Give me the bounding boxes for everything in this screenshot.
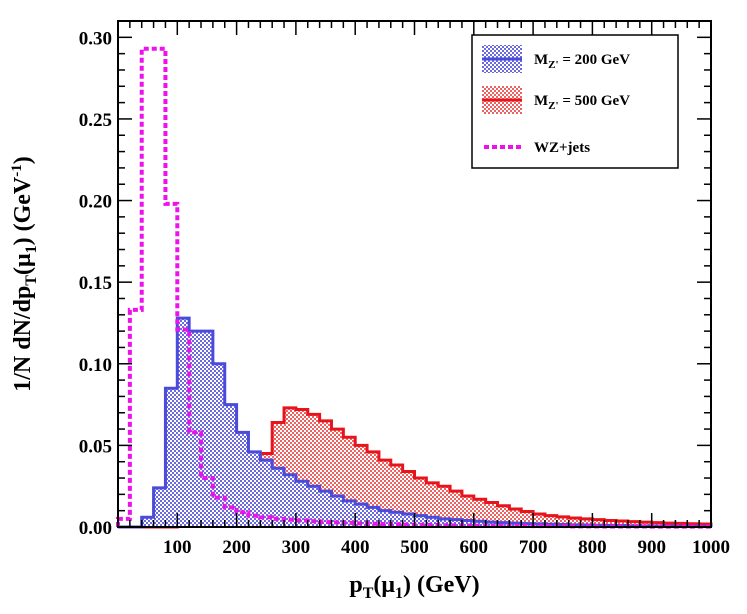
y-tick-label: 0.05 (79, 436, 112, 457)
bar-mz500-660 (509, 509, 522, 527)
bar-mz200-160 (212, 363, 225, 527)
x-tick-label: 800 (578, 537, 607, 558)
bar-mz500-720 (544, 515, 557, 527)
bar-mz200-80 (165, 388, 178, 527)
bar-mz500-380 (343, 437, 356, 527)
legend-label-wzjets: WZ+jets (534, 140, 590, 156)
y-tick-label: 0.25 (79, 110, 112, 131)
bar-mz500-840 (616, 520, 628, 527)
x-tick-label: 200 (222, 537, 251, 558)
x-axis-title: pT(μ1) (GeV) (349, 572, 479, 602)
bar-mz200-500 (414, 515, 427, 527)
bar-mz500-560 (450, 491, 462, 527)
x-tick-label: 300 (282, 537, 311, 558)
bar-mz500-440 (378, 460, 391, 527)
bar-mz500-300 (295, 409, 308, 527)
bar-mz500-320 (307, 414, 320, 527)
y-tick-label: 0.00 (79, 518, 112, 539)
bar-mz200-60 (153, 487, 166, 527)
bar-mz500-820 (604, 520, 617, 527)
bar-mz200-380 (343, 500, 356, 527)
bar-mz500-280 (284, 407, 296, 527)
bar-mz500-540 (438, 486, 451, 527)
bar-mz500-420 (367, 451, 379, 527)
bar-mz500-580 (461, 495, 474, 527)
bar-mz500-760 (568, 518, 581, 527)
bar-mz200-360 (331, 495, 344, 527)
bar-mz200-120 (189, 331, 202, 527)
legend-label-mz200: MZ' = 200 GeV (534, 52, 630, 71)
bar-mz200-400 (355, 504, 368, 527)
bar-mz200-200 (236, 432, 249, 527)
y-tick-label: 0.15 (79, 273, 112, 294)
bar-mz500-500 (414, 478, 427, 527)
bar-mz200-560 (450, 519, 462, 527)
x-tick-label: 100 (163, 537, 192, 558)
bar-mz200-340 (319, 491, 332, 527)
y-tick-label: 0.20 (79, 192, 112, 213)
bar-mz500-460 (390, 464, 403, 527)
bar-mz200-480 (402, 513, 415, 527)
bar-mz500-780 (580, 518, 593, 527)
bar-mz500-740 (556, 516, 569, 527)
bar-mz200-460 (390, 512, 403, 527)
bar-mz500-700 (533, 513, 545, 527)
x-tick-label: 700 (519, 537, 548, 558)
bar-mz200-280 (284, 474, 296, 527)
x-tick-label: 1000 (692, 537, 730, 558)
x-tick-label: 600 (460, 537, 489, 558)
y-tick-label: 0.30 (79, 28, 112, 49)
tick-labels: 100 200 300 400 500 600 700 800 900 1000 0.00 0.05 0… (79, 28, 730, 558)
bar-mz500-480 (402, 471, 415, 527)
bar-mz200-220 (248, 451, 261, 527)
bar-mz200-140 (201, 331, 213, 527)
x-tick-label: 500 (400, 537, 429, 558)
bar-mz500-340 (319, 420, 332, 527)
bar-mz200-540 (438, 518, 451, 527)
bar-mz500-800 (592, 519, 605, 527)
bar-mz200-260 (272, 468, 285, 527)
bar-mz200-40 (141, 517, 154, 527)
legend: MZ' = 200 GeV MZ' = 500 GeV WZ+jets (471, 34, 679, 169)
x-tick-label: 400 (341, 537, 370, 558)
bar-mz200-320 (307, 486, 320, 527)
bar-mz200-300 (295, 481, 308, 527)
y-axis-title: 1/N dN/dpT(μ1) (GeV-1) (9, 156, 40, 391)
bar-mz500-620 (485, 502, 498, 527)
bar-mz200-100 (177, 318, 190, 527)
bar-mz500-640 (497, 505, 510, 527)
y-tick-label: 0.10 (79, 355, 112, 376)
bar-mz500-520 (426, 482, 439, 527)
bar-mz200-440 (378, 510, 391, 527)
bar-mz500-600 (473, 499, 486, 527)
x-tick-label: 900 (637, 537, 666, 558)
bar-mz200-520 (426, 517, 439, 527)
bar-mz200-180 (224, 404, 237, 527)
bar-mz200-240 (260, 460, 273, 527)
bar-mz500-400 (355, 445, 368, 527)
bar-mz500-360 (331, 429, 344, 527)
bar-mz200-420 (367, 507, 379, 527)
ticks-layer (117, 20, 712, 528)
legend-label-mz500: MZ' = 500 GeV (534, 93, 630, 112)
bar-mz500-680 (521, 511, 534, 527)
